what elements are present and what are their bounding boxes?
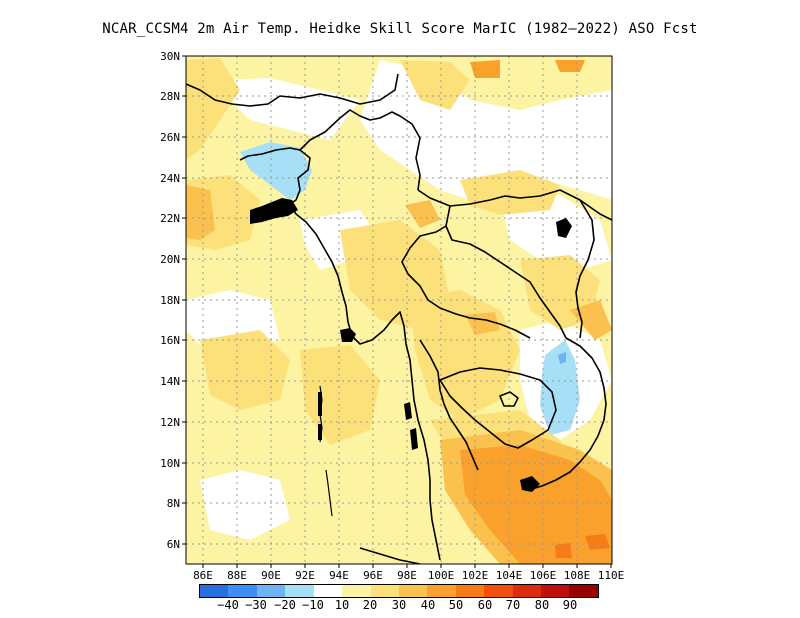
x-tick-label: 88E — [227, 569, 247, 582]
colorbar-swatch — [541, 585, 570, 597]
y-tick-label: 28N — [160, 90, 180, 103]
y-tick-label: 12N — [160, 416, 180, 429]
skill-minus-20-region — [558, 352, 566, 364]
y-tick-label: 6N — [167, 538, 180, 551]
colorbar-swatch — [398, 585, 428, 597]
coastlines-and-borders — [186, 73, 612, 564]
x-tick-label: 100E — [428, 569, 455, 582]
colorbar-label: 80 — [534, 598, 550, 612]
skill-40-50 — [460, 60, 612, 564]
y-tick-label: 30N — [160, 50, 180, 63]
colorbar-swatch — [342, 585, 371, 597]
y-tick-label: 20N — [160, 253, 180, 266]
border-china-south — [417, 189, 612, 221]
colorbar-label: 70 — [505, 598, 521, 612]
colorbar-label: 40 — [420, 598, 436, 612]
x-tick-label: 94E — [329, 569, 349, 582]
colorbar-swatch — [484, 585, 513, 597]
skill-20-30 — [186, 58, 600, 480]
colorbar-label: −30 — [245, 598, 267, 612]
x-tick-label: 96E — [363, 569, 383, 582]
border-laos-thailand — [401, 225, 531, 339]
colorbar-label: 20 — [362, 598, 378, 612]
colorbar-swatch — [285, 585, 314, 597]
y-tick-label: 8N — [167, 497, 180, 510]
colorbar-label: 60 — [477, 598, 493, 612]
y-tick-label: 22N — [160, 212, 180, 225]
border-tibet — [186, 73, 399, 107]
y-tick-label: 18N — [160, 294, 180, 307]
axis-ticks — [182, 55, 612, 568]
x-tick-label: 86E — [193, 569, 213, 582]
x-tick-label: 104E — [496, 569, 523, 582]
x-tick-label: 90E — [261, 569, 281, 582]
y-tick-label: 16N — [160, 334, 180, 347]
colorbar-swatch — [200, 585, 229, 597]
y-tick-label: 24N — [160, 172, 180, 185]
coastal-detail — [250, 198, 572, 492]
lat-lon-grid — [186, 56, 612, 564]
y-tick-label: 10N — [160, 457, 180, 470]
border-bangladesh-india — [239, 147, 311, 205]
coast-vietnam — [527, 337, 607, 491]
colorbar-label: 90 — [562, 598, 578, 612]
coast-vietnam-north — [575, 199, 595, 339]
coast-thailand-gulf — [419, 339, 479, 471]
border-cambodia — [439, 367, 557, 449]
colorbar-label: 30 — [391, 598, 407, 612]
border-myanmar-west — [299, 109, 421, 191]
x-tick-labels: 86E 88E 90E 92E 94E 96E 98E 100E 102E 10… — [193, 569, 624, 582]
x-tick-label: 108E — [564, 569, 591, 582]
negative-skill-regions — [240, 142, 580, 435]
colorbar-swatch — [455, 585, 485, 597]
colorbar-swatch — [370, 585, 399, 597]
coast-myanmar — [289, 203, 441, 561]
colorbar-swatch — [512, 585, 542, 597]
colorbar-label: −40 — [217, 598, 239, 612]
colorbar-label: 10 — [334, 598, 350, 612]
x-tick-label: 98E — [397, 569, 417, 582]
colorbar-swatch — [313, 585, 343, 597]
y-tick-label: 26N — [160, 131, 180, 144]
andaman-islands — [319, 385, 333, 517]
x-tick-label: 106E — [530, 569, 557, 582]
colorbar-swatch — [256, 585, 286, 597]
colorbar-swatch — [569, 585, 598, 597]
map-frame — [185, 55, 613, 565]
colorbar-label: −10 — [302, 598, 324, 612]
border-laos-vietnam — [445, 205, 567, 339]
colorbar — [199, 584, 599, 598]
x-tick-label: 92E — [295, 569, 315, 582]
colorbar-swatch — [427, 585, 456, 597]
y-tick-label: 14N — [160, 375, 180, 388]
colorbar-label: −20 — [274, 598, 296, 612]
x-tick-label: 102E — [462, 569, 489, 582]
map-area — [186, 56, 612, 564]
coast-peninsula — [359, 547, 421, 564]
y-tick-labels: 6N 8N 10N 12N 14N 16N 18N 20N 22N 24N 26… — [160, 50, 180, 551]
map-title: NCAR_CCSM4 2m Air Temp. Heidke Skill Sco… — [102, 21, 698, 37]
colorbar-label: 50 — [448, 598, 464, 612]
skill-50-60 — [555, 534, 610, 558]
lake-tonle-sap — [499, 391, 519, 407]
colorbar-swatch — [228, 585, 257, 597]
x-tick-label: 110E — [598, 569, 625, 582]
